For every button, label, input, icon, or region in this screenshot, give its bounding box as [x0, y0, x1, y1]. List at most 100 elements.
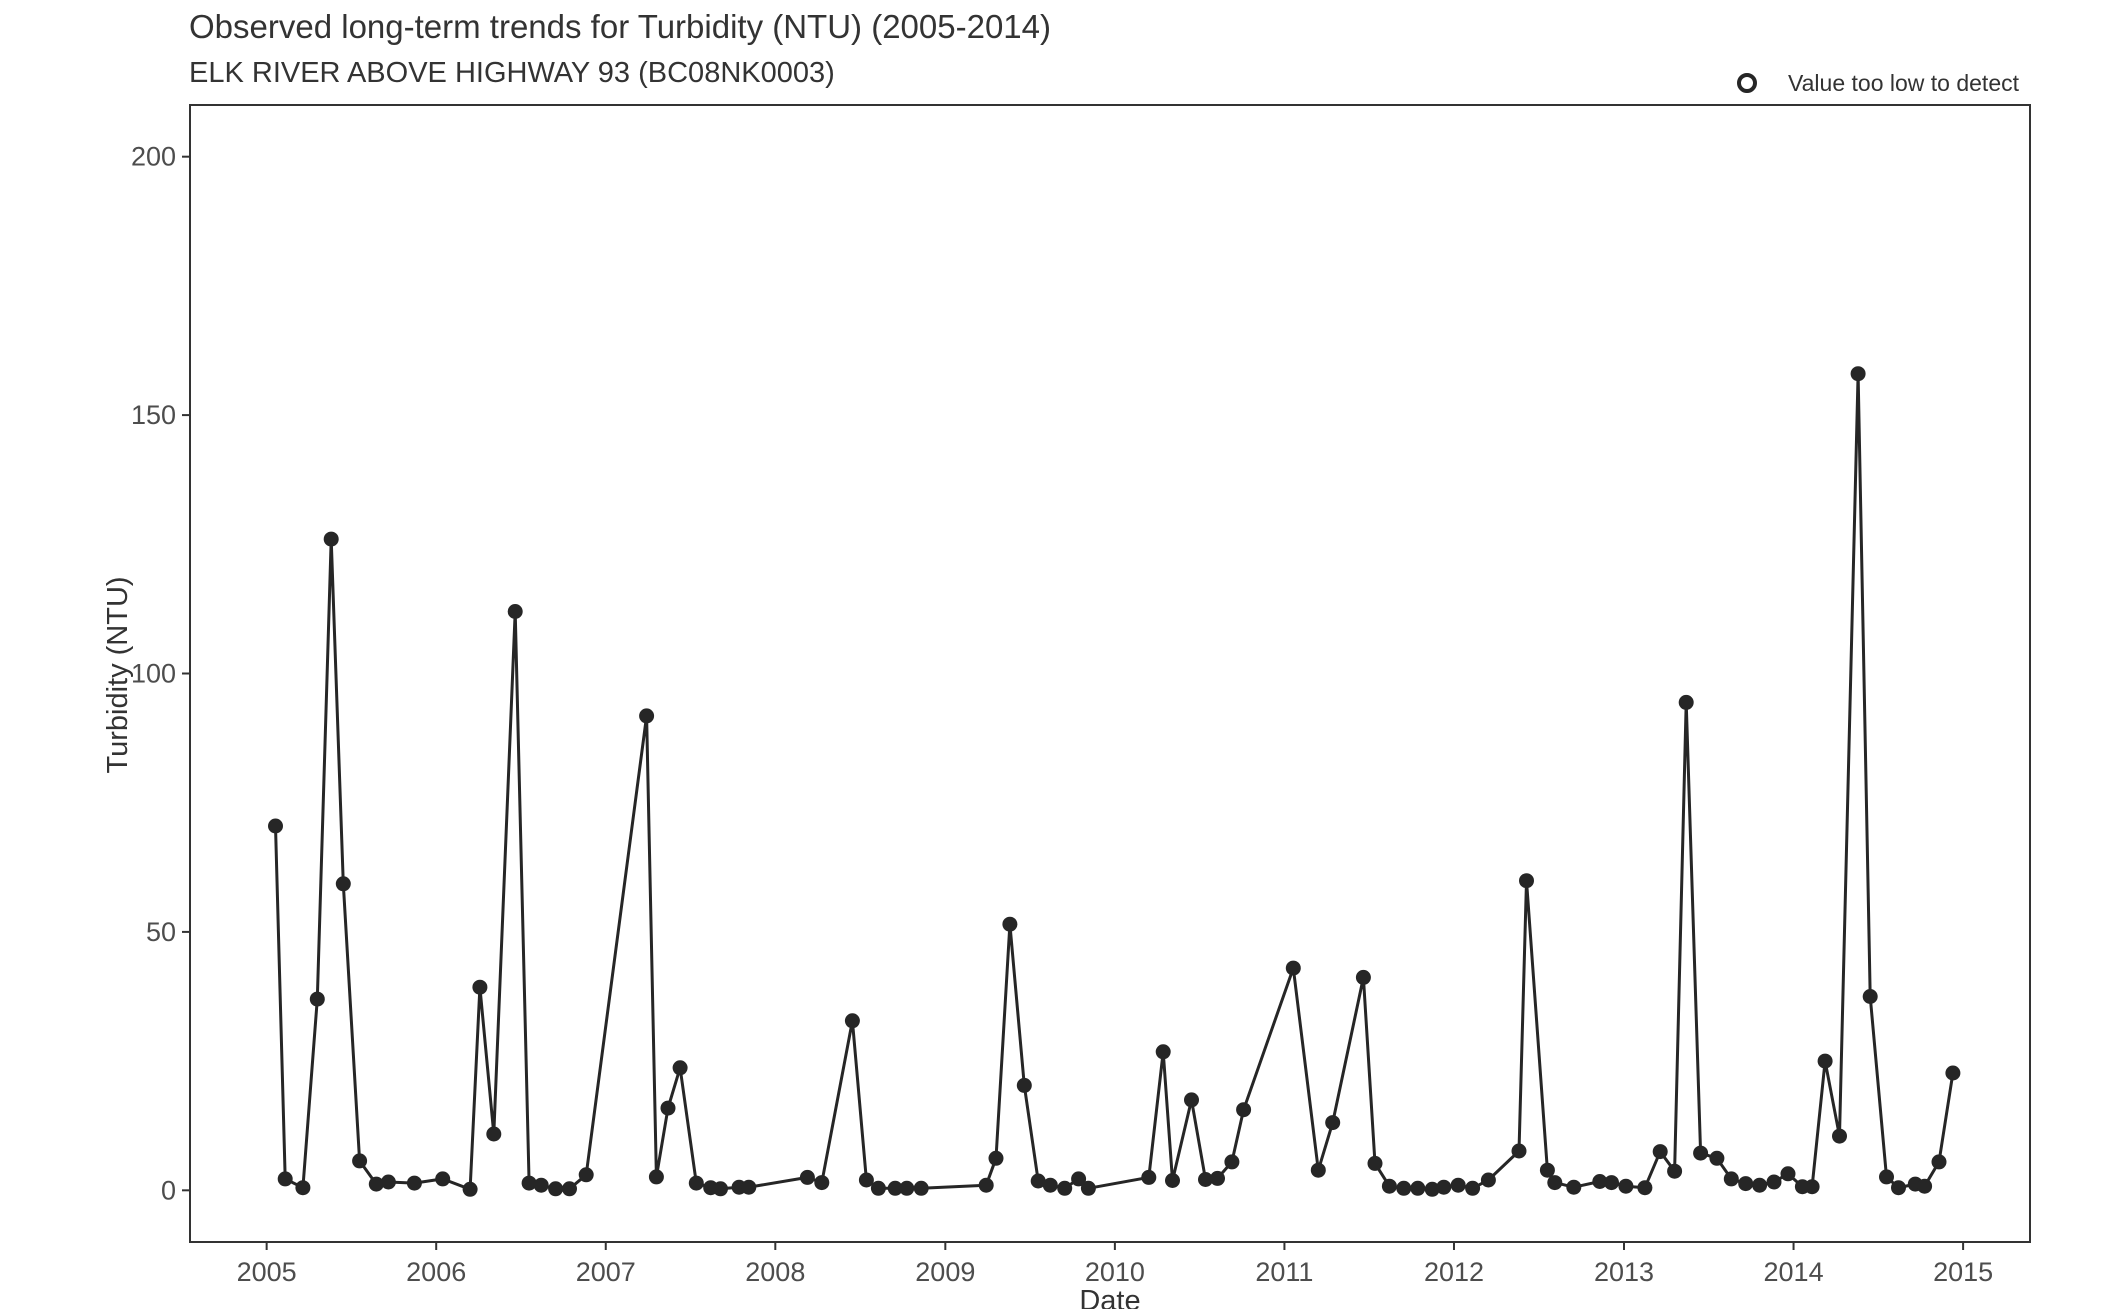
y-tick-label: 200 [131, 142, 176, 172]
data-point [1539, 1162, 1555, 1178]
data-point [1511, 1143, 1527, 1159]
data-point [1198, 1172, 1213, 1187]
data-point [1424, 1181, 1440, 1197]
y-axis-title: Turbidity (NTU) [102, 576, 134, 773]
data-point [1057, 1180, 1073, 1196]
chart-title: Observed long-term trends for Turbidity … [189, 8, 1051, 45]
data-point [1667, 1163, 1683, 1179]
data-point [1210, 1170, 1225, 1186]
data-point [1752, 1177, 1768, 1193]
data-point [309, 991, 325, 1007]
data-point [578, 1167, 594, 1183]
x-tick-label: 2014 [1764, 1257, 1824, 1287]
data-point [648, 1169, 664, 1185]
data-point [1030, 1173, 1046, 1189]
data-point [1436, 1179, 1452, 1195]
data-point [814, 1175, 830, 1191]
data-point [1652, 1144, 1668, 1160]
x-tick-label: 2005 [237, 1257, 297, 1287]
data-point [1637, 1180, 1653, 1196]
x-tick-label: 2015 [1933, 1257, 1993, 1287]
data-point [1693, 1145, 1709, 1161]
data-point [978, 1177, 994, 1193]
data-point [1141, 1169, 1157, 1185]
data-point [562, 1181, 577, 1197]
data-point [1618, 1178, 1634, 1194]
data-point [277, 1171, 293, 1187]
data-point [1804, 1179, 1820, 1195]
data-point [1080, 1180, 1096, 1196]
x-axis-title: Date [1079, 1285, 1140, 1309]
data-point [741, 1179, 757, 1195]
data-point [1071, 1171, 1087, 1187]
data-point [660, 1100, 676, 1116]
data-point [368, 1176, 384, 1192]
data-point [1325, 1115, 1341, 1131]
data-point [521, 1175, 537, 1191]
x-tick-label: 2011 [1255, 1257, 1313, 1287]
data-point [268, 818, 283, 834]
data-point [887, 1180, 903, 1196]
data-point [799, 1169, 815, 1185]
data-point [323, 531, 339, 547]
data-point [1850, 366, 1866, 382]
x-tick-label: 2013 [1594, 1257, 1654, 1287]
data-point [533, 1177, 549, 1193]
data-point [1042, 1177, 1058, 1193]
data-point [486, 1126, 502, 1142]
data-point [688, 1175, 704, 1191]
plot-panel [189, 104, 2031, 1243]
data-point [899, 1180, 915, 1196]
y-tick-label: 100 [131, 659, 176, 689]
data-point [913, 1180, 929, 1196]
data-point [1931, 1154, 1947, 1170]
data-point [1155, 1044, 1171, 1060]
data-point [1917, 1178, 1933, 1194]
series-layer [268, 366, 1961, 1197]
data-point [1410, 1180, 1426, 1196]
data-point [1862, 989, 1878, 1004]
data-point [1381, 1178, 1397, 1194]
data-point [1355, 969, 1371, 985]
data-point [1547, 1175, 1563, 1191]
data-point [1224, 1154, 1240, 1170]
data-point [1310, 1162, 1326, 1178]
data-point [1766, 1174, 1782, 1190]
data-point [352, 1153, 368, 1169]
data-point [1709, 1150, 1725, 1166]
data-point [1891, 1180, 1906, 1196]
x-tick-label: 2010 [1085, 1257, 1145, 1287]
y-tick-label: 0 [161, 1175, 176, 1205]
data-point [672, 1060, 688, 1076]
data-point [335, 876, 351, 892]
data-point [1165, 1173, 1180, 1188]
data-point [870, 1180, 886, 1196]
y-tick-label: 50 [146, 917, 176, 947]
legend-label: Value too low to detect [1788, 70, 2020, 96]
data-point [1236, 1102, 1252, 1118]
data-point [548, 1181, 564, 1197]
data-point [1832, 1128, 1847, 1144]
data-point [1285, 960, 1301, 976]
data-point [462, 1181, 478, 1197]
data-point [1450, 1177, 1466, 1193]
chart-subtitle: ELK RIVER ABOVE HIGHWAY 93 (BC08NK0003) [189, 57, 835, 89]
data-point [472, 979, 488, 995]
data-point [1945, 1065, 1961, 1081]
x-axis: 2005 2006 2007 2008 2009 2010 2011 2012 2013 2014… [237, 1242, 1993, 1287]
x-tick-label: 2012 [1424, 1257, 1484, 1287]
data-point [406, 1175, 422, 1191]
legend: Value too low to detect [1737, 70, 2020, 96]
data-point [713, 1181, 728, 1197]
data-point [1480, 1172, 1496, 1188]
data-point [1519, 873, 1534, 889]
data-point [507, 604, 523, 619]
data-point [1604, 1175, 1619, 1191]
x-tick-label: 2009 [915, 1257, 975, 1287]
data-point [1367, 1155, 1383, 1171]
data-point [1817, 1053, 1833, 1069]
data-point [1465, 1180, 1481, 1196]
data-point [1002, 916, 1018, 932]
data-point [1723, 1171, 1739, 1187]
